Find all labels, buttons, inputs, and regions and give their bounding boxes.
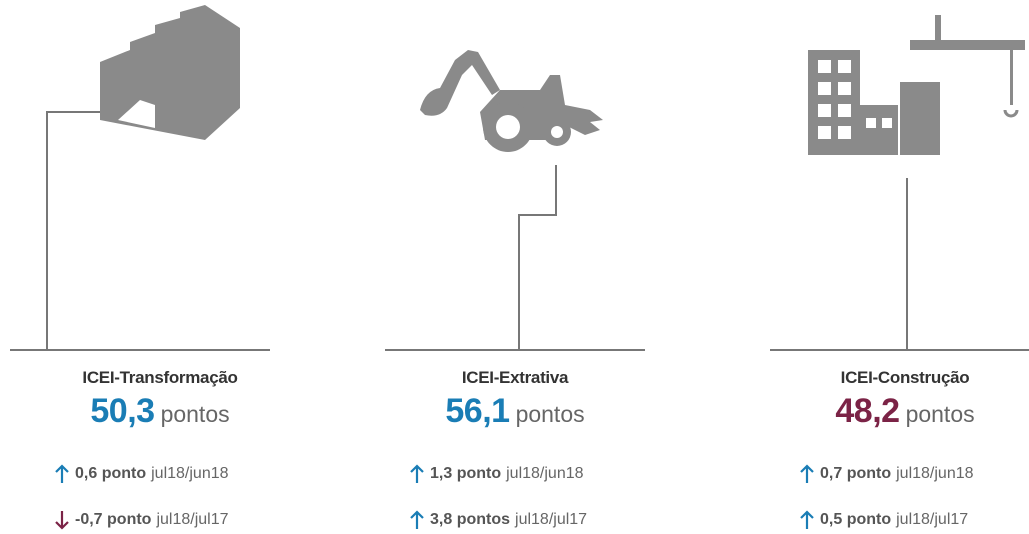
score-value: 50,3 bbox=[90, 392, 155, 430]
change-row: 0,7 ponto jul18/jun18 bbox=[800, 464, 974, 484]
excavator-icon bbox=[420, 50, 603, 152]
arrow-up bbox=[410, 464, 424, 483]
score-value: 56,1 bbox=[445, 392, 510, 430]
score-value: 48,2 bbox=[835, 392, 900, 430]
change-amount: -0,7 ponto bbox=[75, 511, 152, 528]
change-row: 1,3 ponto jul18/jun18 bbox=[410, 464, 584, 484]
arrow-up bbox=[800, 464, 814, 483]
connector-lines bbox=[10, 111, 1029, 351]
change-period: jul18/jun18 bbox=[506, 465, 584, 482]
change-amount: 0,5 ponto bbox=[820, 511, 892, 528]
change-amount: 0,6 ponto bbox=[75, 465, 147, 482]
panel: ICEI-Construção 48,2 pontos 0,7 ponto jul18/… bbox=[755, 368, 1029, 529]
panel-title: ICEI-Transformação bbox=[82, 368, 238, 387]
change-period: jul18/jul17 bbox=[896, 511, 969, 528]
arrow-down bbox=[55, 511, 69, 530]
change-row: 0,6 ponto jul18/jun18 bbox=[55, 464, 229, 484]
score-unit: pontos bbox=[515, 401, 585, 427]
change-row: 3,8 pontos jul18/jul17 bbox=[410, 510, 587, 530]
change-row: 0,5 ponto jul18/jul17 bbox=[800, 510, 968, 530]
score: 50,3 pontos bbox=[10, 392, 310, 431]
change-period: jul18/jun18 bbox=[896, 465, 974, 482]
change-period: jul18/jun18 bbox=[151, 465, 229, 482]
score: 56,1 pontos bbox=[365, 392, 665, 431]
panel-title: ICEI-Extrativa bbox=[461, 368, 569, 387]
arrow-up bbox=[410, 510, 424, 529]
change-amount: 3,8 pontos bbox=[430, 511, 511, 528]
factory-icon bbox=[100, 5, 240, 140]
change-amount: 1,3 ponto bbox=[430, 465, 502, 482]
panel: ICEI-Transformação 50,3 pontos 0,6 ponto jul… bbox=[10, 368, 310, 530]
score-unit: pontos bbox=[905, 401, 975, 427]
change-period: jul18/jul17 bbox=[156, 511, 229, 528]
score-unit: pontos bbox=[160, 401, 230, 427]
change-period: jul18/jul17 bbox=[515, 511, 588, 528]
panel-title: ICEI-Construção bbox=[840, 368, 970, 387]
arrow-up bbox=[800, 510, 814, 529]
score: 48,2 pontos bbox=[755, 392, 1029, 431]
change-row: -0,7 ponto jul18/jul17 bbox=[55, 510, 229, 530]
change-amount: 0,7 ponto bbox=[820, 465, 892, 482]
panel: ICEI-Extrativa 56,1 pontos 1,3 ponto jul18/j… bbox=[365, 368, 665, 529]
arrow-up bbox=[55, 464, 69, 483]
construction-icon bbox=[808, 15, 1025, 155]
